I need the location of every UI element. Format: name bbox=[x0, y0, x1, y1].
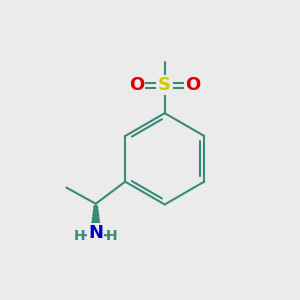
Text: N: N bbox=[88, 224, 103, 242]
Text: H: H bbox=[74, 229, 85, 243]
Circle shape bbox=[92, 215, 99, 222]
Circle shape bbox=[93, 209, 98, 214]
Circle shape bbox=[93, 212, 99, 218]
Text: S: S bbox=[158, 76, 171, 94]
Text: O: O bbox=[185, 76, 200, 94]
Circle shape bbox=[92, 222, 100, 230]
Circle shape bbox=[92, 218, 99, 226]
Circle shape bbox=[94, 206, 98, 209]
Text: O: O bbox=[129, 76, 144, 94]
Text: H: H bbox=[106, 229, 118, 243]
Circle shape bbox=[91, 225, 100, 234]
